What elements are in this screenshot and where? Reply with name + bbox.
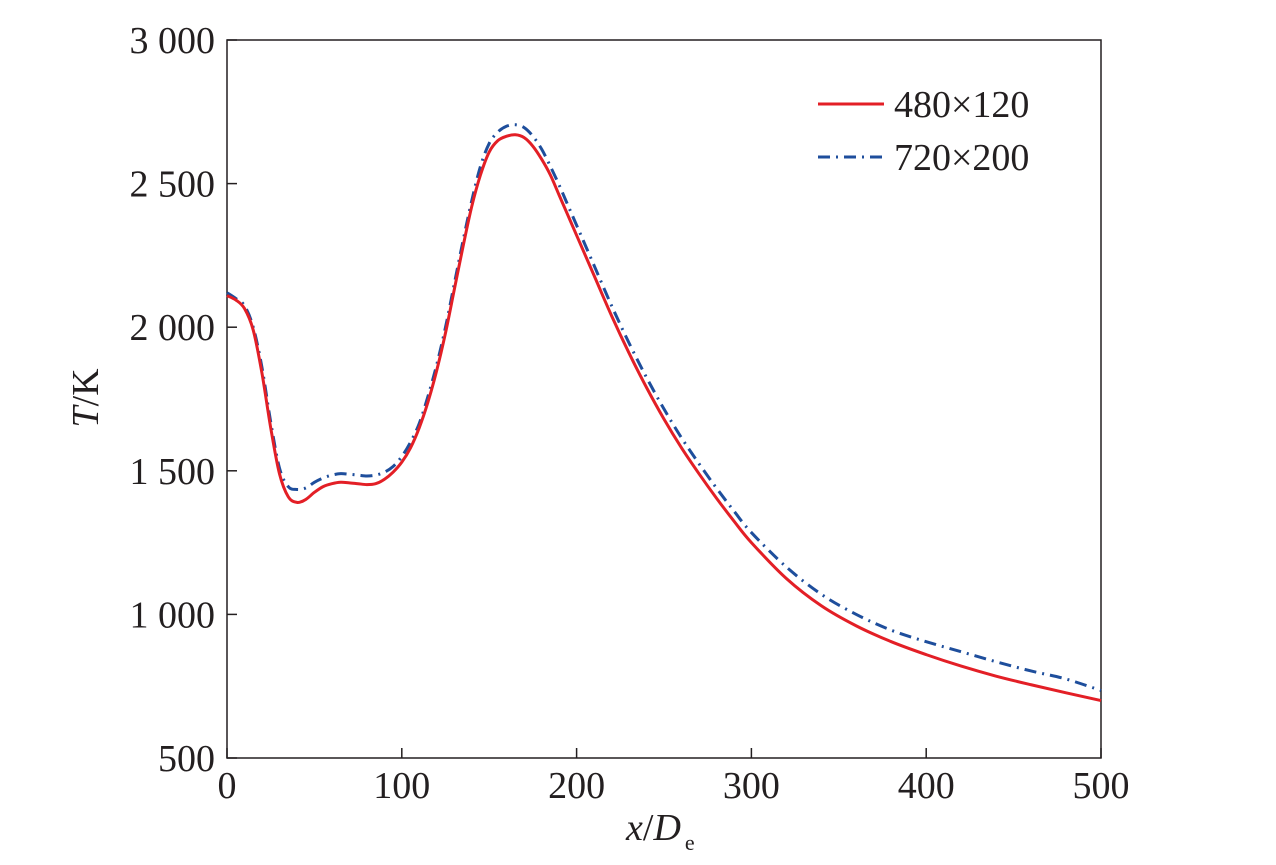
y-tick-label: 2 500 [130, 164, 216, 206]
series-layer [226, 123, 1102, 703]
x-tick-label: 0 [218, 765, 237, 807]
legend-label-480x120: 480×120 [894, 84, 1029, 126]
legend: 480×120 720×200 [818, 84, 1029, 179]
legend-entry-720x200: 720×200 [818, 137, 1029, 179]
x-axis-label-separator: / [643, 807, 654, 849]
legend-entry-480x120: 480×120 [818, 84, 1029, 126]
x-axis-label: x/D e [625, 807, 695, 855]
x-tick-label: 200 [548, 765, 605, 807]
y-tick-label: 3 000 [130, 20, 216, 62]
y-tick-label: 1 500 [130, 451, 216, 493]
y-axis-label: T/K [65, 368, 107, 428]
x-tick-label: 500 [1073, 765, 1130, 807]
legend-label-720x200: 720×200 [894, 137, 1029, 179]
plot-frame [226, 39, 1102, 759]
x-axis-label-subscript: e [685, 830, 695, 855]
y-axis-label-variable: T [65, 404, 107, 428]
x-tick-label: 400 [898, 765, 955, 807]
y-tick-label: 1 000 [130, 594, 216, 636]
x-tick-label: 300 [723, 765, 780, 807]
svg-text:T/K: T/K [65, 368, 107, 428]
y-tick-label: 500 [158, 738, 215, 780]
svg-text:x/De: x/D e [625, 807, 695, 855]
x-axis-label-denominator: D [652, 807, 680, 849]
x-tick-label: 100 [373, 765, 430, 807]
ticks-layer: 0 100 200 300 400 500 500 1 000 1 500 2 000 2 500 3… [130, 20, 1130, 807]
y-tick-label: 2 000 [130, 307, 216, 349]
plot-area [226, 39, 1102, 759]
x-axis-label-variable: x [625, 807, 643, 849]
y-axis-label-unit: /K [65, 368, 107, 407]
series-line-480x120 [226, 133, 1102, 703]
series-line-720x200 [226, 123, 1102, 692]
